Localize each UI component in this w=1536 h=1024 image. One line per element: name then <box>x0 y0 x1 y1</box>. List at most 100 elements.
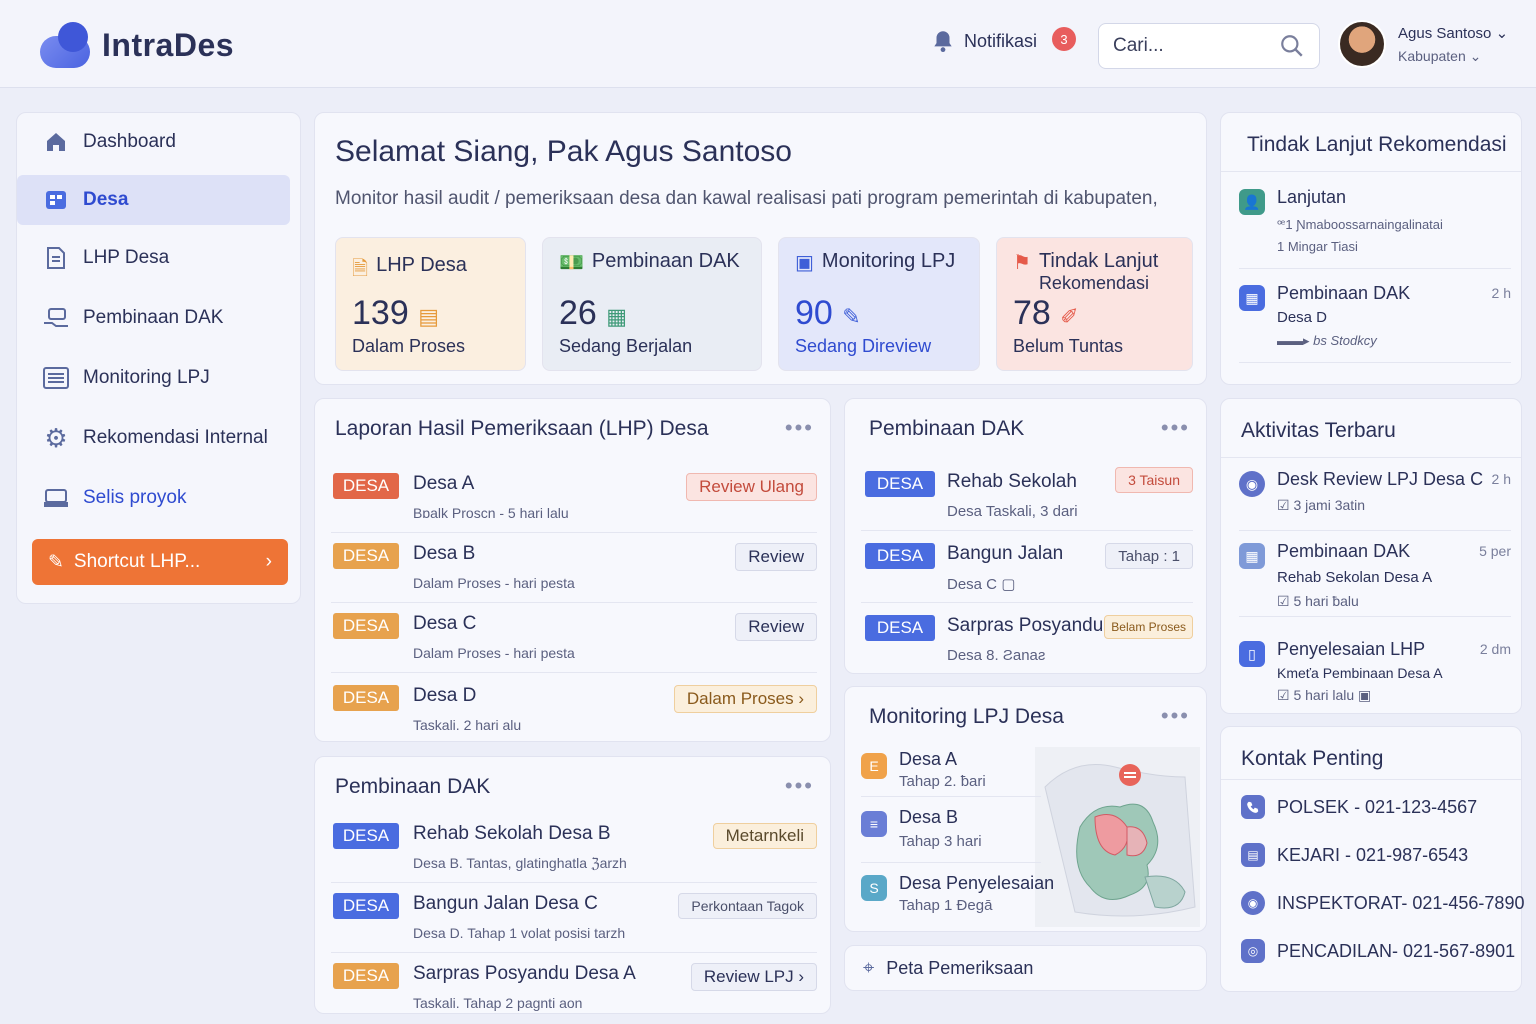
contact-pengadilan[interactable]: ◎ PENCADILAN- 021-567-8901 <box>1241 939 1515 963</box>
row-title: Desa B <box>413 543 476 564</box>
status-badge[interactable]: 3 Taisun <box>1115 467 1193 493</box>
stat-card-monitoring-lpj[interactable]: ▣ Monitoring LPJ 90 ✎ Sedang Direview <box>778 237 980 371</box>
table-row[interactable]: DESA Bangun Jalan Desa C ▢ Tahap : 1 <box>861 533 1193 603</box>
sidebar-item-desa[interactable]: Desa <box>17 175 290 225</box>
checkbox-icon: ☑ <box>1277 497 1290 513</box>
more-options-icon[interactable]: ••• <box>784 773 814 798</box>
table-row[interactable]: DESA Bangun Jalan Desa C Desa D. Tahap 1… <box>331 883 817 953</box>
list-item[interactable]: ▯ Penyelesaian LHP 2 dm Kmeťa Pembinaan … <box>1239 639 1511 709</box>
sidebar-item-dashboard[interactable]: Dashboard <box>17 117 290 167</box>
document-icon: 🗎 <box>352 258 369 280</box>
status-badge[interactable]: Review <box>735 613 817 641</box>
table-row[interactable]: DESA Rehab Sekolah Desa Taskali, 3 dari … <box>861 461 1193 531</box>
contact-polsek[interactable]: POLSEK - 021-123-4567 <box>1241 795 1477 819</box>
row-title: Sarpras Posyandu <box>947 615 1104 636</box>
contact-phone: - 021-567-8901 <box>1392 940 1516 961</box>
sidebar-item-selis-proyok[interactable]: Selis proyok <box>17 473 290 523</box>
row-title: Rehab Sekolah <box>947 471 1077 492</box>
status-badge[interactable]: Tahap : 1 <box>1105 543 1193 569</box>
section-title: Monitoring LPJ Desa <box>869 705 1064 728</box>
contact-kejari[interactable]: ▤ KEJARI - 021-987-6543 <box>1241 843 1468 867</box>
list-item[interactable]: E Desa A Tahap 2. ƀari <box>861 747 1041 797</box>
stat-card-tindak-lanjut[interactable]: ⚑ Tindak Lanjut Rekomendasi 78 ✐ Belum Tun… <box>996 237 1193 371</box>
item-time: 5 per <box>1479 543 1511 559</box>
table-row[interactable]: DESA Desa A Bɒalk Proscn - 5 hari lalu R… <box>331 463 817 533</box>
list-item[interactable]: ▦ Pembinaan DAK 5 per Rehab Sekolan Desa… <box>1239 541 1511 617</box>
building-icon: ▤ <box>1241 843 1265 867</box>
village-map[interactable] <box>1035 747 1200 927</box>
list-item[interactable]: ◉ Desk Review LPJ Desa C 2 h ☑ 3 jami 3a… <box>1239 469 1511 531</box>
desa-tag: DESA <box>333 543 399 569</box>
list-item[interactable]: S Desa Penyelesaian Tahap 1 Ɖegā <box>861 871 1054 921</box>
lpj-status-icon: E <box>861 753 887 779</box>
table-row[interactable]: DESA Desa B Dalam Proses - hari pesta Re… <box>331 533 817 603</box>
item-title: Pembinaan DAK <box>1277 541 1411 561</box>
status-badge[interactable]: Metarnkeli <box>712 823 817 849</box>
table-row[interactable]: DESA Desa C Dalam Proses - hari pesta Re… <box>331 603 817 673</box>
section-title: Kontak Penting <box>1241 747 1384 770</box>
sidebar-item-rekomendasi-internal[interactable]: ⚙ Rekomendasi Internal <box>17 413 290 463</box>
sidebar-item-label: Monitoring LPJ <box>83 367 210 388</box>
table-row[interactable]: DESA Rehab Sekolah Desa B Desa B. Tantas… <box>331 813 817 883</box>
shield-icon: ◉ <box>1241 891 1265 915</box>
search-icon[interactable] <box>1279 33 1305 59</box>
status-badge[interactable]: Belam Proses <box>1104 615 1193 639</box>
desa-tag: DESA <box>865 543 935 569</box>
item-meta: ☑ 5 hari ƀalu <box>1277 593 1359 609</box>
more-options-icon[interactable]: ••• <box>1160 703 1190 728</box>
sidebar-item-label: Dashboard <box>83 131 176 152</box>
notification-count-badge: 3 <box>1052 27 1076 51</box>
section-title: Laporan Hasil Pemeriksaan (LHP) Desa <box>335 417 709 440</box>
search-input[interactable] <box>1113 35 1263 57</box>
more-options-icon[interactable]: ••• <box>784 415 814 440</box>
item-time: 2 dm <box>1479 641 1511 657</box>
sidebar-item-label: Rekomendasi Internal <box>83 427 268 448</box>
item-title: Pembinaan DAK <box>1277 283 1411 303</box>
list-item[interactable]: ≡ Desa B Tahap 3 hari <box>861 805 1041 863</box>
notifications-button[interactable]: Notifikasi 3 <box>930 27 1076 54</box>
status-badge[interactable]: Review Ulang <box>686 473 817 501</box>
building-icon: ▦ <box>1239 285 1265 311</box>
row-subtitle: Desa Taskali, 3 dari <box>947 503 1078 520</box>
item-title: Desk Review LPJ Desa C <box>1277 469 1484 489</box>
item-subtitle: Desa D <box>1277 309 1328 326</box>
building-icon: ▦ <box>606 304 628 329</box>
kontak-penting-card: Kontak Penting POLSEK - 021-123-4567 ▤ K… <box>1220 726 1524 992</box>
app-logo[interactable]: IntraDes <box>40 22 234 68</box>
user-menu[interactable]: Agus Santoso ⌄ Kabupaten ⌄ <box>1338 20 1508 68</box>
list-item[interactable]: ▦ Pembinaan DAK 2 h Desa D ▬▬▸ bs Stodkc… <box>1239 283 1511 363</box>
search-box[interactable] <box>1098 23 1320 69</box>
table-row[interactable]: DESA Sarpras Posyandu Desa 8. Ƨanaƨ Bela… <box>861 605 1193 675</box>
contact-inspektorat[interactable]: ◉ INSPEKTORAT- 021-456-7890 <box>1241 891 1524 915</box>
building-icon: ▦ <box>1239 543 1265 569</box>
status-badge[interactable]: Review <box>735 543 817 571</box>
lhp-card: Laporan Hasil Pemeriksaan (LHP) Desa •••… <box>314 398 831 742</box>
status-badge[interactable]: Review LPJ › <box>690 963 817 991</box>
sidebar-item-lhp-desa[interactable]: LHP Desa <box>17 233 290 283</box>
item-meta: ☑ 5 hari lalu ▣ <box>1277 687 1372 703</box>
section-title: Aktivitas Terbaru <box>1241 419 1396 442</box>
stat-title: Pembinaan DAK <box>591 250 740 272</box>
sidebar-item-monitoring-lpj[interactable]: Monitoring LPJ <box>17 353 290 403</box>
table-row[interactable]: DESA Desa D Taskali. 2 hari alu Dalam Pr… <box>331 675 817 745</box>
avatar <box>1338 20 1386 68</box>
table-row[interactable]: DESA Sarpras Posyandu Desa A Taskali. Ta… <box>331 953 817 1023</box>
shortcut-lhp-button[interactable]: ✎ Shortcut LHP... › <box>32 539 288 585</box>
more-options-icon[interactable]: ••• <box>1160 415 1190 440</box>
status-badge[interactable]: Perkontaan Tagok <box>678 893 817 919</box>
desa-tag: DESA <box>333 963 399 989</box>
status-badge[interactable]: Dalam Proses › <box>673 685 817 713</box>
list-item[interactable]: 👤 Lanjutan ꟹ1 Ɲmaboossarnaingalinatai 1 … <box>1239 187 1511 269</box>
item-meta: 1 Mingar Tiasi <box>1277 239 1358 254</box>
stat-card-pembinaan-dak[interactable]: 💵 Pembinaan DAK 26 ▦ Sedang Berjalan <box>542 237 762 371</box>
stat-title: Tindak Lanjut <box>1038 250 1159 272</box>
user-role: Kabupaten ⌄ <box>1398 47 1482 64</box>
sidebar: Dashboard Desa LHP Desa Pembinaan DAK Mo… <box>16 112 301 604</box>
row-subtitle: Taskali. Tahap 2 pagnti aon <box>413 995 583 1011</box>
peta-pemeriksaan-button[interactable]: ⌖ Peta Pemeriksaan <box>844 945 1207 991</box>
edit-icon: ✎ <box>842 304 861 329</box>
stat-title: Monitoring LPJ <box>821 250 956 272</box>
sidebar-item-pembinaan-dak[interactable]: Pembinaan DAK <box>17 293 290 343</box>
stat-card-lhp-desa[interactable]: 🗎 LHP Desa 139 ▤ Dalam Proses <box>335 237 526 371</box>
contact-name: KEJARI <box>1277 844 1341 865</box>
